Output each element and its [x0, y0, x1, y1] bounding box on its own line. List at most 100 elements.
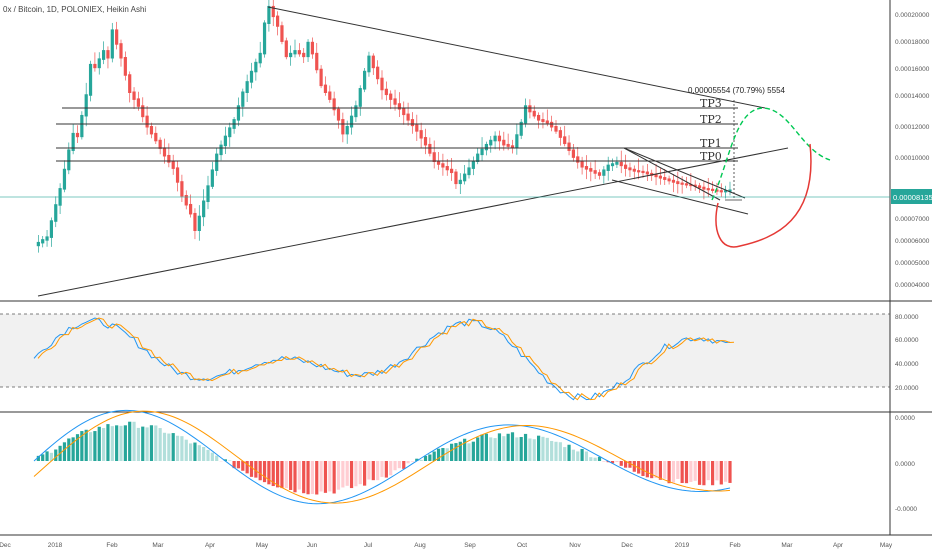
candle-body — [489, 139, 493, 146]
time-tick-label: Dec — [0, 542, 12, 549]
macd-bar — [693, 461, 697, 481]
candle-body — [93, 63, 97, 69]
candle-body — [184, 195, 188, 206]
candle-body — [428, 143, 432, 154]
candle-body — [624, 164, 628, 169]
candle-body — [62, 168, 67, 190]
time-tick-label: Mar — [781, 542, 793, 549]
candle-body — [510, 145, 515, 149]
macd-bar — [132, 421, 136, 461]
candle-body — [480, 148, 484, 156]
macd-bar — [589, 457, 593, 461]
candle-body — [336, 108, 341, 121]
candle-body — [628, 167, 632, 171]
candle-body — [162, 147, 167, 157]
macd-tick-label: -0.0000 — [895, 506, 917, 513]
macd-bar — [236, 461, 241, 469]
candle-body — [619, 161, 623, 167]
candle-body — [728, 189, 732, 192]
macd-bar — [284, 461, 288, 489]
macd-bar — [667, 461, 671, 484]
time-tick-label: Jul — [364, 542, 373, 549]
macd-bar — [228, 460, 232, 461]
macd-bar — [75, 434, 80, 461]
candle-body — [632, 168, 636, 172]
macd-bar — [119, 425, 123, 461]
macd-bar — [593, 457, 597, 461]
macd-bar — [258, 461, 262, 481]
macd-bar — [167, 433, 171, 461]
macd-bar — [641, 461, 645, 476]
candle-body — [154, 132, 158, 142]
candle-body — [706, 188, 710, 191]
macd-bar — [371, 461, 375, 481]
candle-body — [571, 149, 575, 158]
candle-body — [197, 215, 201, 231]
candle-body — [84, 94, 88, 117]
macd-bar — [210, 452, 214, 461]
macd-bar — [215, 455, 219, 461]
macd-bar — [497, 433, 502, 461]
macd-bar — [206, 449, 210, 461]
candle-body — [541, 119, 545, 122]
candle-body — [589, 168, 593, 172]
candle-body — [467, 167, 471, 176]
macd-bar — [676, 461, 680, 479]
macd-bar — [180, 436, 184, 461]
macd-bar — [423, 455, 428, 461]
candle-body — [254, 61, 258, 73]
candle-body — [397, 103, 401, 110]
macd-bar — [93, 431, 97, 461]
macd-bar — [80, 431, 84, 461]
candle-body — [289, 52, 293, 58]
candle-body — [36, 241, 40, 247]
stoch-tick-label: 80.0000 — [895, 314, 919, 321]
candle-body — [663, 177, 667, 180]
macd-bar — [358, 461, 362, 485]
macd-bar — [432, 451, 436, 461]
candle-body — [249, 70, 254, 83]
macd-bar — [545, 437, 549, 461]
candle-body — [471, 160, 475, 169]
macd-bar — [189, 443, 193, 461]
macd-bar — [689, 461, 693, 482]
tp-level-label: TP0 — [700, 150, 722, 163]
macd-bar — [428, 454, 432, 461]
macd-bar — [489, 437, 493, 461]
macd-bar — [523, 433, 528, 461]
current-price-label: 0.00008135 — [893, 193, 932, 202]
candle-body — [711, 188, 715, 191]
candle-body — [615, 161, 619, 165]
candle-body — [597, 172, 602, 176]
candle-body — [454, 171, 458, 185]
candle-body — [241, 91, 245, 107]
candle-body — [128, 74, 132, 93]
macd-bar — [458, 441, 462, 461]
candle-body — [119, 43, 123, 59]
macd-bar — [241, 461, 245, 471]
macd-bar — [289, 461, 293, 490]
current-price-tag — [891, 189, 932, 204]
candle-body — [45, 236, 49, 241]
time-tick-label: Aug — [414, 542, 426, 549]
candle-body — [697, 185, 702, 189]
macd-bar — [384, 461, 388, 478]
price-tick-label: 0.00006000 — [895, 238, 930, 245]
macd-bar — [115, 425, 119, 461]
candle-body — [371, 55, 375, 69]
macd-bar — [519, 437, 523, 461]
macd-bar — [267, 461, 271, 485]
upper-trendline — [267, 6, 766, 109]
red-projection — [715, 143, 812, 248]
macd-bar — [354, 461, 358, 487]
candle-body — [293, 50, 297, 55]
macd-bar — [610, 461, 615, 464]
macd-bar — [654, 461, 658, 478]
candle-body — [402, 108, 406, 116]
macd-bar — [406, 461, 410, 464]
time-tick-label: Mar — [152, 542, 164, 549]
macd-bar — [724, 461, 728, 482]
candle-body — [219, 144, 223, 156]
macd-bar — [580, 448, 584, 461]
